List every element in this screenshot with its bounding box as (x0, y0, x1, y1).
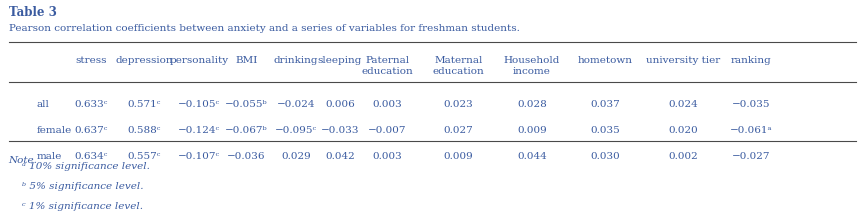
Text: −0.061ᵃ: −0.061ᵃ (729, 126, 772, 135)
Text: 0.028: 0.028 (517, 100, 547, 109)
Text: −0.067ᵇ: −0.067ᵇ (225, 126, 268, 135)
Text: 0.037: 0.037 (591, 100, 620, 109)
Text: −0.035: −0.035 (732, 100, 770, 109)
Text: −0.027: −0.027 (732, 152, 770, 161)
Text: BMI: BMI (235, 56, 258, 65)
Text: 0.024: 0.024 (669, 100, 698, 109)
Text: 0.003: 0.003 (373, 152, 402, 161)
Text: 0.637ᶜ: 0.637ᶜ (74, 126, 107, 135)
Text: stress: stress (75, 56, 106, 65)
Text: all: all (36, 100, 49, 109)
Text: 0.009: 0.009 (517, 126, 547, 135)
Text: 0.023: 0.023 (444, 100, 473, 109)
Text: female: female (36, 126, 72, 135)
Text: −0.107ᶜ: −0.107ᶜ (178, 152, 220, 161)
Text: 0.557ᶜ: 0.557ᶜ (128, 152, 161, 161)
Text: −0.105ᶜ: −0.105ᶜ (178, 100, 220, 109)
Text: Maternal
education: Maternal education (432, 56, 484, 76)
Text: −0.007: −0.007 (368, 126, 407, 135)
Text: 0.634ᶜ: 0.634ᶜ (74, 152, 107, 161)
Text: −0.033: −0.033 (321, 126, 359, 135)
Text: 0.030: 0.030 (591, 152, 620, 161)
Text: Pearson correlation coefficients between anxiety and a series of variables for f: Pearson correlation coefficients between… (9, 24, 520, 33)
Text: Household
income: Household income (503, 56, 561, 76)
Text: 0.042: 0.042 (325, 152, 355, 161)
Text: ᶜ 1% significance level.: ᶜ 1% significance level. (22, 202, 143, 211)
Text: Paternal
education: Paternal education (362, 56, 413, 76)
Text: hometown: hometown (578, 56, 633, 65)
Text: 0.027: 0.027 (444, 126, 473, 135)
Text: 0.035: 0.035 (591, 126, 620, 135)
Text: 0.006: 0.006 (325, 100, 355, 109)
Text: sleeping: sleeping (317, 56, 362, 65)
Text: 0.002: 0.002 (669, 152, 698, 161)
Text: university tier: university tier (646, 56, 721, 65)
Text: −0.024: −0.024 (277, 100, 315, 109)
Text: −0.055ᵇ: −0.055ᵇ (225, 100, 268, 109)
Text: 0.588ᶜ: 0.588ᶜ (128, 126, 161, 135)
Text: Table 3: Table 3 (9, 6, 56, 19)
Text: −0.036: −0.036 (227, 152, 266, 161)
Text: −0.095ᶜ: −0.095ᶜ (275, 126, 317, 135)
Text: depression: depression (116, 56, 173, 65)
Text: male: male (36, 152, 61, 161)
Text: ranking: ranking (730, 56, 772, 65)
Text: 0.633ᶜ: 0.633ᶜ (74, 100, 107, 109)
Text: 0.044: 0.044 (517, 152, 547, 161)
Text: ᵇ 5% significance level.: ᵇ 5% significance level. (22, 182, 143, 191)
Text: 0.571ᶜ: 0.571ᶜ (128, 100, 161, 109)
Text: ᵃ 10% significance level.: ᵃ 10% significance level. (22, 162, 150, 171)
Text: 0.003: 0.003 (373, 100, 402, 109)
Text: personality: personality (170, 56, 228, 65)
Text: 0.020: 0.020 (669, 126, 698, 135)
Text: drinking: drinking (273, 56, 318, 65)
Text: 0.029: 0.029 (281, 152, 311, 161)
Text: 0.009: 0.009 (444, 152, 473, 161)
Text: Note.: Note. (9, 156, 37, 165)
Text: −0.124ᶜ: −0.124ᶜ (178, 126, 220, 135)
